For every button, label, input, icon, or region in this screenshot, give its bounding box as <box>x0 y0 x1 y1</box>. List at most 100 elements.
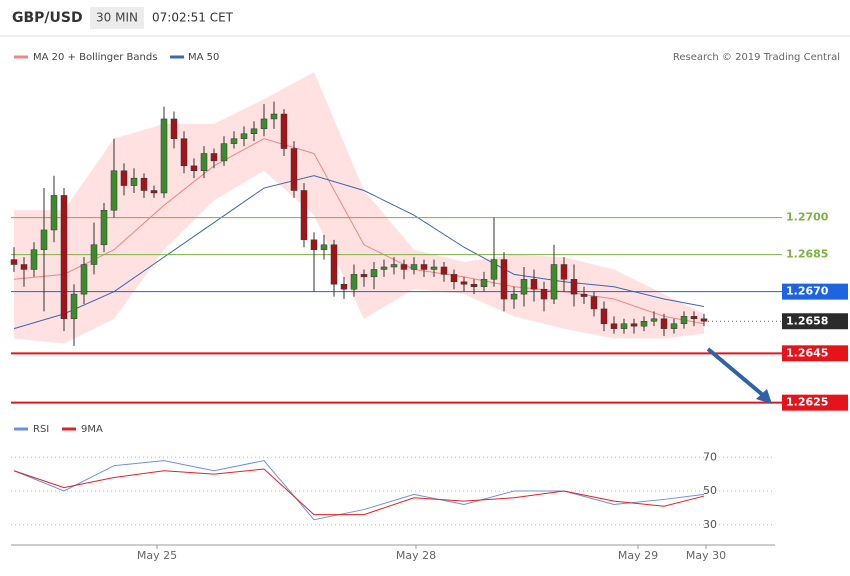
candle-body <box>620 323 628 329</box>
legend-label: MA 50 <box>188 52 219 63</box>
candle-body <box>400 264 408 270</box>
y-tick-label: 30 <box>703 518 717 531</box>
x-tick-label: May 29 <box>618 549 658 562</box>
candle-body <box>360 274 368 278</box>
candle-body <box>250 128 258 135</box>
candle-body <box>240 133 248 139</box>
projection-arrow <box>706 347 766 398</box>
candle-body <box>10 259 18 265</box>
candle-body <box>670 323 678 329</box>
candle-body <box>500 259 508 300</box>
projection-arrowhead <box>756 389 772 404</box>
candle-body <box>60 195 68 320</box>
candle-body <box>430 266 438 270</box>
interval-box <box>90 7 144 29</box>
candle-body <box>80 264 88 295</box>
candle-body <box>180 138 188 167</box>
candle-body <box>510 293 518 300</box>
candle-body <box>610 323 618 329</box>
candle-body <box>140 177 148 191</box>
candle-body <box>660 318 668 329</box>
candle-body <box>550 264 558 300</box>
level-label: 1.2645 <box>786 346 828 359</box>
legend-label: 9MA <box>81 424 103 435</box>
interval: 30 MIN <box>96 11 138 25</box>
candle-body <box>210 153 218 162</box>
candle-body <box>690 316 698 320</box>
candle-body <box>380 266 388 270</box>
candle-body <box>290 148 298 191</box>
candle-body <box>260 118 268 130</box>
candle-body <box>130 177 138 186</box>
candle-body <box>200 153 208 172</box>
candle-body <box>120 170 128 186</box>
candle-body <box>310 239 318 250</box>
candle-body <box>300 190 308 241</box>
candle-body <box>630 323 638 327</box>
candle-body <box>190 165 198 172</box>
level-box <box>782 283 848 300</box>
candle-body <box>20 264 28 270</box>
candle-body <box>230 138 238 144</box>
candle-body <box>600 308 608 324</box>
candle-body <box>150 190 158 194</box>
level-label: 1.2700 <box>786 211 829 224</box>
candle-body <box>480 279 488 287</box>
x-tick-label: May 28 <box>396 549 436 562</box>
candle-body <box>30 249 38 270</box>
candle-body <box>220 143 228 162</box>
candle-body <box>520 279 528 295</box>
candle-body <box>640 321 648 327</box>
candle-body <box>90 244 98 265</box>
candle-body <box>50 195 58 231</box>
ma50-line <box>13 175 705 330</box>
level-label: 1.2625 <box>786 396 828 409</box>
legend-label: MA 20 + Bollinger Bands <box>33 52 157 63</box>
candle-body <box>370 269 378 278</box>
level-label: 1.2658 <box>786 314 828 327</box>
level-box <box>782 345 848 362</box>
candle-body <box>590 296 598 310</box>
time: 07:02:51 CET <box>152 11 234 25</box>
candle-body <box>410 264 418 270</box>
candle-body <box>470 283 478 287</box>
level-box <box>782 313 848 330</box>
candle-body <box>560 264 568 280</box>
candle-body <box>570 279 578 295</box>
rsi-line <box>13 468 705 516</box>
candle-body <box>280 113 288 149</box>
x-tick-label: May 25 <box>137 549 177 562</box>
candle-body <box>70 293 78 320</box>
candle-body <box>390 264 398 268</box>
level-label: 1.2670 <box>786 285 829 298</box>
candle-body <box>440 266 448 275</box>
candle-body <box>320 244 328 250</box>
candle-body <box>460 281 468 285</box>
candle-body <box>530 279 538 290</box>
candle-body <box>650 318 658 322</box>
legend-label: RSI <box>33 424 49 435</box>
candle-body <box>420 264 428 270</box>
level-box <box>782 394 848 411</box>
credit: Research © 2019 Trading Central <box>673 52 840 63</box>
candle-body <box>350 274 358 290</box>
candle-body <box>100 209 108 246</box>
y-tick-label: 70 <box>703 450 717 463</box>
candle-body <box>170 118 178 139</box>
ma20-line <box>13 138 705 325</box>
candle-body <box>160 118 168 194</box>
candle-body <box>110 170 118 211</box>
candle-body <box>270 113 278 120</box>
rsi-line <box>13 460 705 521</box>
candle-body <box>340 283 348 290</box>
candle-body <box>580 293 588 297</box>
symbol: GBP/USD <box>12 10 83 26</box>
candle-body <box>680 316 688 324</box>
x-tick-label: May 30 <box>686 549 726 562</box>
candle-body <box>330 244 338 285</box>
candle-body <box>540 288 548 300</box>
candle-body <box>450 274 458 283</box>
candle-body <box>40 229 48 250</box>
level-label: 1.2685 <box>786 248 828 261</box>
